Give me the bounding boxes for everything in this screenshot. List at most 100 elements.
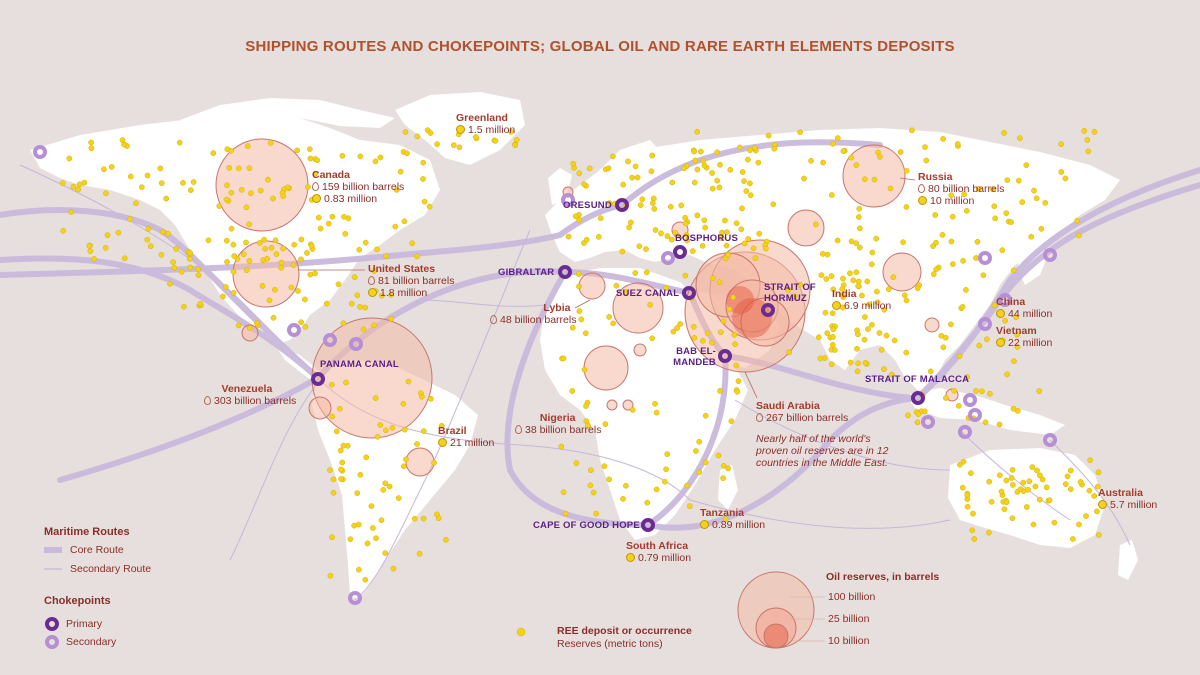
australia-ree: 5.7 million: [1098, 499, 1157, 511]
ree-dot: [905, 412, 911, 419]
ree-dot: [222, 284, 229, 290]
ree-dot: [1028, 233, 1035, 240]
usa-ree: 1.8 million: [368, 287, 454, 299]
ree-dot: [730, 294, 737, 301]
ree-dot: [699, 243, 706, 249]
ree-dot: [288, 284, 295, 291]
ree-dot: [914, 419, 921, 426]
ree-dot: [903, 204, 910, 210]
ree-dot: [159, 229, 166, 235]
ree-dot: [998, 488, 1005, 495]
ree-dot: [373, 535, 379, 542]
ree-dot: [1003, 499, 1010, 506]
ree-dot: [681, 165, 687, 172]
ree-dot: [138, 184, 145, 191]
ree-dot: [652, 400, 658, 407]
ree-dot: [66, 155, 73, 162]
ree-dot: [404, 150, 410, 157]
ree-dot: [741, 178, 747, 184]
ree-dot: [747, 192, 754, 199]
ree-dot: [986, 529, 992, 536]
ree-dot: [569, 388, 576, 394]
ree-dot: [335, 281, 342, 288]
ree-dot: [262, 245, 269, 252]
ree-dot: [438, 422, 445, 429]
ree-dot: [999, 247, 1006, 253]
ree-dot: [735, 378, 742, 384]
saudi-oil: 267 billion barrels: [756, 412, 848, 424]
ree-dot: [434, 141, 440, 148]
ree-dot: [942, 334, 949, 341]
ree-dot: [127, 173, 134, 180]
ree-dot: [372, 158, 379, 165]
ree-dot: [246, 165, 253, 172]
ree-dot: [862, 359, 869, 366]
ree-dot: [850, 277, 857, 284]
ree-dot: [576, 217, 583, 223]
ree-dot: [1008, 219, 1014, 225]
ree-dot: [371, 322, 377, 329]
ree-dot: [643, 246, 649, 252]
ree-dot: [578, 316, 585, 323]
saudi-name: Saudi Arabia: [756, 400, 820, 412]
legend-core-route: Core Route: [70, 544, 124, 556]
ree-dot: [900, 239, 906, 246]
ree-dot: [815, 334, 822, 341]
ree-dot: [246, 258, 253, 264]
ree-dot: [684, 482, 690, 489]
ree-dot: [389, 424, 396, 431]
ree-dot: [492, 138, 499, 144]
ree-dot: [747, 180, 753, 187]
ree-dot: [903, 297, 910, 304]
ree-dot: [720, 462, 727, 469]
ree-dot: [108, 164, 115, 170]
nigeria-name: Nigeria: [539, 412, 576, 424]
ree-dot: [834, 237, 841, 244]
ree-dot: [314, 157, 321, 164]
ree-dot: [903, 349, 910, 356]
ree-dot: [974, 238, 981, 245]
ree-dot: [613, 282, 620, 289]
ree-dot: [88, 139, 94, 146]
ree-dot: [378, 517, 385, 524]
ree-dot: [915, 411, 922, 418]
ree-dot: [341, 213, 347, 220]
ree-dot: [636, 243, 643, 250]
nigeria-oil: 38 billion barrels: [515, 424, 601, 436]
middle-east-note: Nearly half of the world's proven oil re…: [756, 433, 889, 469]
ree-dot: [601, 463, 608, 470]
ree-dot: [127, 216, 133, 222]
ree-dot: [692, 157, 699, 164]
ree-dot: [984, 336, 990, 343]
ree-dot: [167, 280, 173, 287]
ree-dot: [1025, 486, 1031, 493]
ree-dot: [356, 246, 363, 253]
ree-dot: [307, 271, 314, 278]
oil-bubbles: [215, 138, 959, 477]
ree-dot: [338, 466, 344, 473]
ree-dot: [610, 153, 616, 160]
ree-dot: [401, 426, 408, 433]
ree-dot: [801, 175, 807, 182]
ree-dot: [104, 232, 111, 239]
ree-dot: [1036, 496, 1043, 503]
ree-dot: [859, 292, 865, 299]
label-australia: Australia 5.7 million: [1098, 487, 1157, 511]
greenland-ree: 1.5 million: [456, 124, 515, 136]
ree-dot: [684, 237, 690, 244]
ree-dot: [197, 300, 204, 307]
ree-dot: [887, 185, 894, 192]
ree-dot: [878, 346, 885, 353]
ree-dot: [625, 158, 631, 165]
ree-dot: [979, 388, 985, 395]
ree-dot: [383, 253, 390, 260]
chokepoint-bosphorus-marker: [673, 245, 687, 259]
ree-dot: [834, 135, 841, 141]
ree-dot: [770, 201, 777, 208]
chokepoint-suez-label: SUEZ CANAL: [616, 288, 680, 299]
legend-secondary-route: Secondary Route: [70, 563, 152, 575]
canada-oil: 159 billion barrels: [312, 181, 404, 193]
ree-dot: [718, 235, 725, 242]
ree-dot: [178, 268, 185, 275]
